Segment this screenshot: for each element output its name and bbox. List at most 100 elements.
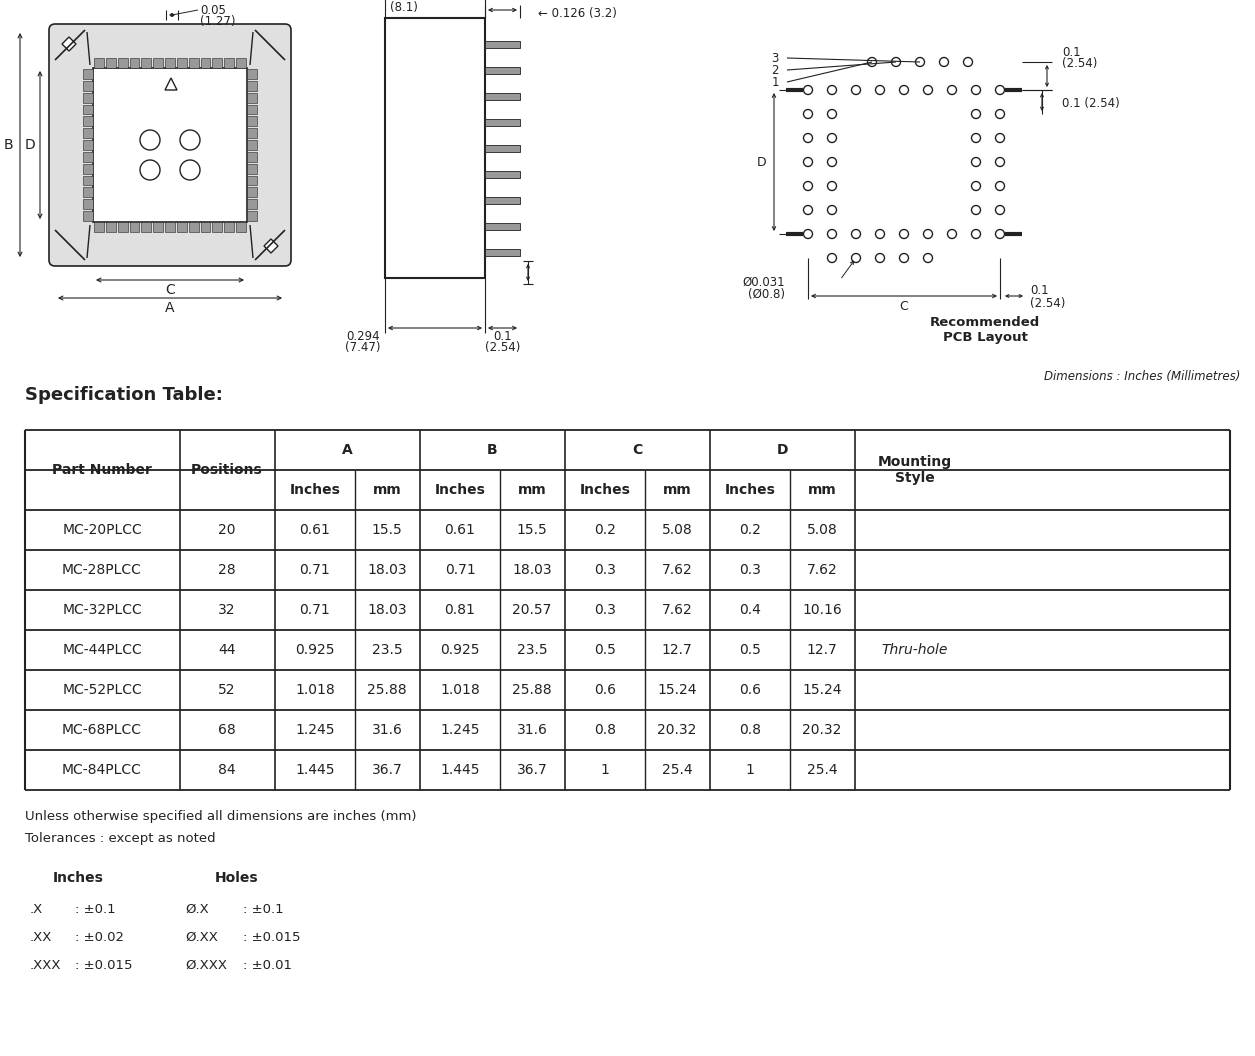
Text: mm: mm (808, 483, 836, 497)
Circle shape (803, 110, 812, 118)
Text: 7.62: 7.62 (661, 563, 693, 577)
Bar (153, 222, 163, 232)
Bar (83, 93, 93, 102)
Text: C: C (631, 444, 643, 457)
Bar (188, 222, 198, 232)
Circle shape (851, 86, 861, 94)
Text: 20.57: 20.57 (512, 603, 552, 617)
Text: 36.7: 36.7 (371, 763, 403, 777)
Bar (83, 188, 93, 197)
Bar (188, 58, 198, 68)
Bar (385, 18, 484, 278)
Text: MC-52PLCC: MC-52PLCC (63, 683, 142, 697)
Bar (247, 81, 257, 91)
Text: 0.8: 0.8 (594, 723, 616, 737)
Text: Ø0.031: Ø0.031 (743, 276, 784, 289)
Text: Specification Table:: Specification Table: (25, 386, 223, 404)
Bar (484, 170, 520, 177)
Bar (94, 222, 104, 232)
Circle shape (851, 229, 861, 239)
Text: Inches: Inches (53, 871, 104, 885)
Text: 5.08: 5.08 (661, 523, 693, 538)
Text: D: D (757, 155, 766, 169)
Circle shape (948, 86, 956, 94)
Bar (247, 164, 257, 173)
Bar (83, 81, 93, 91)
Bar (212, 222, 222, 232)
Text: 84: 84 (218, 763, 236, 777)
Text: 1.018: 1.018 (441, 683, 479, 697)
Text: 18.03: 18.03 (368, 603, 407, 617)
Bar (83, 69, 93, 79)
Text: 0.81: 0.81 (444, 603, 476, 617)
Bar (83, 211, 93, 221)
Circle shape (995, 110, 1004, 118)
Text: 0.8: 0.8 (739, 723, 761, 737)
Bar (83, 128, 93, 138)
Circle shape (971, 110, 980, 118)
Text: A: A (341, 444, 353, 457)
Text: 0.71: 0.71 (444, 563, 476, 577)
Bar (484, 118, 520, 126)
Circle shape (827, 182, 837, 190)
Text: 0.3: 0.3 (739, 563, 761, 577)
Text: A: A (166, 301, 174, 315)
Text: 0.1: 0.1 (1062, 46, 1081, 59)
Circle shape (827, 157, 837, 167)
Circle shape (971, 206, 980, 214)
Text: : ±0.1: : ±0.1 (243, 903, 284, 916)
Text: B: B (487, 444, 497, 457)
Text: (7.47): (7.47) (345, 341, 380, 355)
Bar (247, 69, 257, 79)
Text: B: B (4, 138, 13, 152)
Text: (2.54): (2.54) (1062, 57, 1097, 70)
Text: 12.7: 12.7 (807, 643, 837, 657)
Text: Tolerances : except as noted: Tolerances : except as noted (25, 832, 216, 845)
Circle shape (995, 133, 1004, 143)
Text: 25.4: 25.4 (807, 763, 837, 777)
Text: Inches: Inches (290, 483, 340, 497)
Circle shape (995, 229, 1004, 239)
Text: 15.5: 15.5 (371, 523, 403, 538)
Bar (129, 58, 139, 68)
Bar (83, 152, 93, 162)
Circle shape (179, 130, 200, 150)
Bar (177, 222, 187, 232)
Circle shape (971, 229, 980, 239)
Text: 1: 1 (772, 75, 779, 89)
Text: .X: .X (30, 903, 43, 916)
Bar (484, 196, 520, 204)
Text: MC-84PLCC: MC-84PLCC (61, 763, 142, 777)
Text: 28: 28 (218, 563, 236, 577)
Circle shape (995, 206, 1004, 214)
Circle shape (803, 206, 812, 214)
Text: 44: 44 (218, 643, 236, 657)
Text: 25.88: 25.88 (512, 683, 552, 697)
Text: 1.245: 1.245 (441, 723, 479, 737)
Text: 0.5: 0.5 (594, 643, 616, 657)
Bar (236, 222, 246, 232)
Text: Part Number: Part Number (51, 463, 152, 477)
Circle shape (141, 130, 159, 150)
Text: 0.3: 0.3 (594, 563, 616, 577)
Text: 0.4: 0.4 (739, 603, 761, 617)
Text: Positions: Positions (191, 463, 262, 477)
Text: 20: 20 (218, 523, 236, 538)
Text: D: D (777, 444, 788, 457)
Circle shape (867, 57, 876, 67)
Text: 0.925: 0.925 (295, 643, 335, 657)
Circle shape (971, 182, 980, 190)
Bar (247, 128, 257, 138)
Circle shape (940, 57, 949, 67)
Bar (129, 222, 139, 232)
Bar (236, 58, 246, 68)
Text: Thru-hole: Thru-hole (882, 643, 949, 657)
Text: 1.245: 1.245 (295, 723, 335, 737)
Circle shape (851, 253, 861, 263)
Circle shape (803, 157, 812, 167)
Bar (83, 105, 93, 114)
Circle shape (924, 229, 932, 239)
Text: 0.71: 0.71 (300, 603, 330, 617)
Bar (247, 152, 257, 162)
Text: 3: 3 (772, 52, 779, 64)
